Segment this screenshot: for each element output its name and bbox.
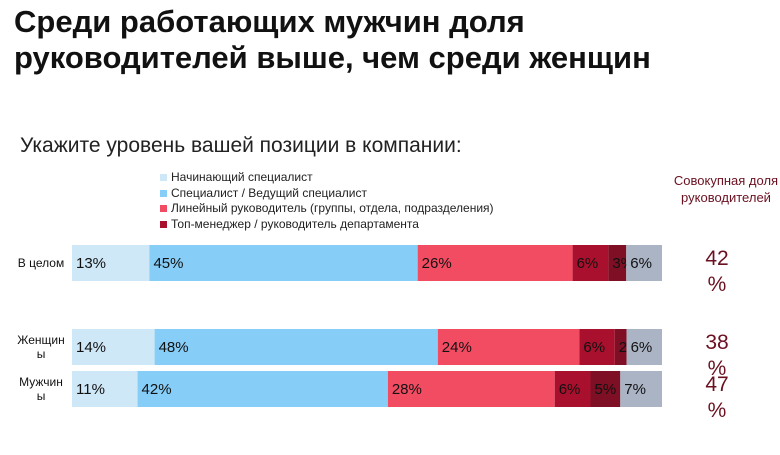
legend-label-entry: Начинающий специалист bbox=[171, 170, 313, 184]
legend-label-line-manager: Линейный руководитель (группы, отдела, п… bbox=[171, 201, 494, 215]
legend-item-specialist: Специалист / Ведущий специалист bbox=[160, 186, 494, 202]
category-label: ы bbox=[37, 389, 46, 403]
bar-value-label: 11% bbox=[76, 381, 105, 398]
category-label: Мужчин bbox=[19, 375, 63, 389]
cumulative-share-value: 42 bbox=[705, 247, 728, 270]
category-label: ы bbox=[37, 347, 46, 361]
bar-value-label: 28% bbox=[392, 381, 422, 398]
bar-value-label: 6% bbox=[583, 339, 605, 356]
cumulative-share-unit: % bbox=[708, 399, 727, 422]
bar-value-label: 6% bbox=[577, 255, 599, 272]
category-label: В целом bbox=[18, 256, 64, 270]
cumulative-share-header: Совокупная доля руководителей bbox=[673, 173, 779, 205]
bar-value-label: 24% bbox=[442, 339, 472, 356]
legend-swatch-top-manager bbox=[160, 220, 167, 228]
bar-value-label: 26% bbox=[422, 255, 452, 272]
legend-item-line-manager: Линейный руководитель (группы, отдела, п… bbox=[160, 201, 494, 217]
bar-value-label: 6% bbox=[559, 381, 581, 398]
bar-segment bbox=[137, 371, 388, 407]
bar-value-label: 5% bbox=[594, 381, 616, 398]
bar-value-label: 6% bbox=[631, 339, 653, 356]
chart-legend: Начинающий специалист Специалист / Ведущ… bbox=[160, 170, 494, 232]
bar-segment bbox=[590, 371, 621, 407]
bar-segment bbox=[620, 371, 662, 407]
bar-value-label: 6% bbox=[630, 255, 652, 272]
category-label: Женщин bbox=[17, 333, 64, 347]
legend-item-entry: Начинающий специалист bbox=[160, 170, 494, 186]
cumulative-share-unit: % bbox=[708, 273, 727, 296]
cumulative-share-value: 38 bbox=[705, 331, 728, 354]
bar-value-label: 13% bbox=[76, 255, 106, 272]
legend-item-top-manager: Топ-менеджер / руководитель департамента bbox=[160, 217, 494, 233]
bar-value-label: 14% bbox=[76, 339, 106, 356]
legend-swatch-line-manager bbox=[160, 205, 167, 213]
bar-value-label: 45% bbox=[153, 255, 183, 272]
bar-segment bbox=[579, 329, 615, 365]
bar-segment bbox=[626, 329, 662, 365]
bar-segment bbox=[154, 329, 438, 365]
legend-swatch-specialist bbox=[160, 189, 167, 197]
bar-value-label: 48% bbox=[159, 339, 189, 356]
bar-segment bbox=[614, 329, 627, 365]
bar-segment bbox=[72, 371, 138, 407]
bar-segment bbox=[72, 245, 150, 281]
bar-segment bbox=[387, 371, 555, 407]
bar-segment bbox=[572, 245, 609, 281]
chart-subtitle: Укажите уровень вашей позиции в компании… bbox=[20, 134, 462, 157]
cumulative-share-value: 47 bbox=[705, 373, 728, 396]
legend-label-specialist: Специалист / Ведущий специалист bbox=[171, 185, 367, 200]
bar-value-label: 42% bbox=[142, 381, 172, 398]
bar-segment bbox=[626, 245, 662, 281]
legend-swatch-entry bbox=[160, 174, 167, 182]
bar-segment bbox=[417, 245, 573, 281]
bar-segment bbox=[72, 329, 155, 365]
bar-segment bbox=[437, 329, 580, 365]
bar-segment bbox=[608, 245, 627, 281]
bar-segment bbox=[149, 245, 418, 281]
page-title: Среди работающих мужчин доля руководител… bbox=[14, 4, 651, 75]
legend-label-top-manager: Топ-менеджер / руководитель департамента bbox=[171, 216, 419, 231]
cumulative-share-unit: % bbox=[708, 357, 727, 380]
bar-value-label: 7% bbox=[624, 381, 646, 398]
bar-segment bbox=[554, 371, 591, 407]
